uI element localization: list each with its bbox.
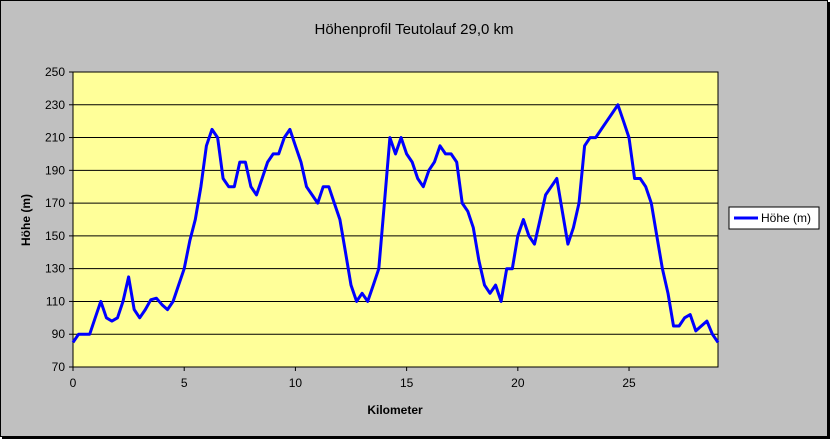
chart-title: Höhenprofil Teutolauf 29,0 km: [314, 21, 513, 38]
x-axis-label: Kilometer: [367, 403, 423, 417]
y-tick-label-110: 110: [46, 294, 65, 308]
x-axis-ticks: 0 5 10 15 20 25: [70, 367, 636, 390]
y-tick-label-250: 250: [45, 65, 65, 79]
y-tick-label-210: 210: [45, 131, 65, 145]
x-tick-label-20: 20: [511, 376, 525, 390]
y-tick-label-170: 170: [45, 196, 65, 210]
x-tick-label-5: 5: [181, 376, 188, 390]
y-axis-label: Höhe (m): [19, 194, 33, 246]
plot-area: [72, 71, 719, 368]
x-tick-label-25: 25: [622, 376, 636, 390]
y-tick-label-150: 150: [45, 229, 65, 243]
y-tick-label-90: 90: [52, 327, 66, 341]
y-tick-label-190: 190: [45, 163, 65, 177]
y-axis-ticks: 70 90 110 130 150 170 190 210 230 250: [45, 65, 73, 374]
x-tick-label-0: 0: [70, 376, 77, 390]
grid-lines: [73, 71, 718, 368]
series-line-hoehe: [71, 103, 720, 344]
y-tick-label-70: 70: [52, 360, 66, 374]
legend: Höhe (m): [728, 206, 820, 230]
x-tick-label-10: 10: [289, 376, 303, 390]
legend-box: [728, 206, 820, 230]
legend-entry-hoehe: Höhe (m): [761, 211, 811, 225]
y-tick-label-130: 130: [45, 262, 65, 276]
x-tick-label-15: 15: [400, 376, 414, 390]
y-tick-label-230: 230: [45, 98, 65, 112]
